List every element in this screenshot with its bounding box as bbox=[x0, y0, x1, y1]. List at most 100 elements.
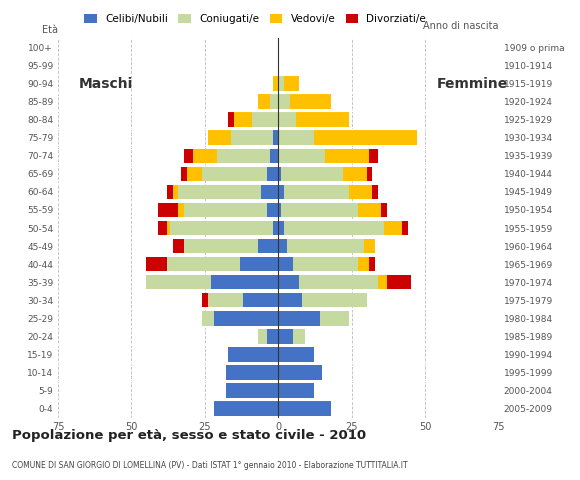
Bar bbox=[170, 221, 273, 235]
Legend: Celibi/Nubili, Coniugati/e, Vedovi/e, Divorziati/e: Celibi/Nubili, Coniugati/e, Vedovi/e, Di… bbox=[80, 10, 430, 28]
Text: Popolazione per età, sesso e stato civile - 2010: Popolazione per età, sesso e stato civil… bbox=[12, 429, 366, 442]
Bar bbox=[343, 167, 367, 181]
Bar bbox=[267, 203, 278, 217]
Bar bbox=[278, 384, 314, 398]
Text: Femmine: Femmine bbox=[437, 76, 508, 91]
Bar bbox=[208, 131, 231, 145]
Bar bbox=[278, 185, 284, 199]
Bar bbox=[214, 311, 278, 325]
Bar bbox=[369, 257, 375, 271]
Bar bbox=[166, 221, 170, 235]
Bar bbox=[281, 167, 343, 181]
Bar bbox=[314, 131, 416, 145]
Bar bbox=[258, 329, 267, 344]
Bar bbox=[179, 203, 184, 217]
Bar bbox=[226, 365, 278, 380]
Bar bbox=[273, 76, 278, 91]
Bar bbox=[402, 221, 408, 235]
Bar bbox=[278, 76, 284, 91]
Bar bbox=[278, 239, 287, 253]
Bar bbox=[278, 275, 299, 289]
Bar bbox=[287, 239, 364, 253]
Bar bbox=[364, 239, 375, 253]
Bar bbox=[261, 185, 278, 199]
Bar bbox=[267, 167, 278, 181]
Bar bbox=[240, 257, 278, 271]
Bar bbox=[358, 257, 369, 271]
Y-axis label: Anno di nascita: Anno di nascita bbox=[423, 21, 499, 31]
Bar bbox=[299, 275, 378, 289]
Bar bbox=[243, 293, 278, 308]
Bar bbox=[320, 311, 349, 325]
Bar bbox=[278, 257, 293, 271]
Bar bbox=[184, 148, 193, 163]
Bar bbox=[234, 112, 252, 127]
Bar bbox=[217, 148, 270, 163]
Bar bbox=[158, 203, 179, 217]
Bar bbox=[146, 257, 166, 271]
Bar bbox=[278, 365, 322, 380]
Bar bbox=[193, 148, 217, 163]
Bar bbox=[258, 239, 278, 253]
Bar bbox=[378, 275, 387, 289]
Bar bbox=[293, 329, 305, 344]
Bar bbox=[281, 203, 358, 217]
Bar bbox=[278, 112, 296, 127]
Bar bbox=[325, 148, 369, 163]
Bar bbox=[278, 311, 320, 325]
Bar bbox=[369, 148, 378, 163]
Bar bbox=[166, 257, 240, 271]
Bar bbox=[293, 257, 358, 271]
Bar bbox=[358, 203, 381, 217]
Bar bbox=[367, 167, 372, 181]
Bar bbox=[278, 167, 281, 181]
Bar bbox=[202, 293, 208, 308]
Bar bbox=[208, 293, 243, 308]
Bar bbox=[202, 167, 267, 181]
Bar bbox=[252, 112, 278, 127]
Bar bbox=[384, 221, 402, 235]
Bar bbox=[231, 131, 273, 145]
Bar bbox=[182, 167, 187, 181]
Bar bbox=[296, 112, 349, 127]
Bar bbox=[278, 401, 331, 416]
Bar bbox=[211, 275, 278, 289]
Bar bbox=[381, 203, 387, 217]
Bar bbox=[214, 401, 278, 416]
Bar bbox=[173, 185, 179, 199]
Bar bbox=[258, 95, 270, 109]
Bar bbox=[270, 148, 278, 163]
Bar bbox=[278, 347, 314, 361]
Bar bbox=[349, 185, 372, 199]
Bar bbox=[278, 203, 281, 217]
Text: Maschi: Maschi bbox=[78, 76, 133, 91]
Bar bbox=[187, 167, 202, 181]
Bar bbox=[273, 221, 278, 235]
Bar bbox=[184, 203, 267, 217]
Bar bbox=[146, 275, 211, 289]
Bar bbox=[302, 293, 367, 308]
Bar bbox=[278, 148, 325, 163]
Bar bbox=[267, 329, 278, 344]
Bar bbox=[158, 221, 166, 235]
Bar bbox=[229, 347, 278, 361]
Bar bbox=[290, 95, 331, 109]
Bar bbox=[179, 185, 261, 199]
Bar bbox=[229, 112, 234, 127]
Bar bbox=[270, 95, 278, 109]
Bar bbox=[387, 275, 411, 289]
Bar bbox=[278, 293, 302, 308]
Text: COMUNE DI SAN GIORGIO DI LOMELLINA (PV) - Dati ISTAT 1° gennaio 2010 - Elaborazi: COMUNE DI SAN GIORGIO DI LOMELLINA (PV) … bbox=[12, 461, 407, 470]
Bar bbox=[166, 185, 173, 199]
Bar bbox=[226, 384, 278, 398]
Bar bbox=[184, 239, 258, 253]
Bar bbox=[273, 131, 278, 145]
Bar bbox=[284, 185, 349, 199]
Bar bbox=[278, 95, 290, 109]
Bar bbox=[284, 76, 299, 91]
Bar bbox=[372, 185, 378, 199]
Bar bbox=[202, 311, 214, 325]
Bar bbox=[278, 131, 314, 145]
Bar bbox=[173, 239, 184, 253]
Bar bbox=[284, 221, 384, 235]
